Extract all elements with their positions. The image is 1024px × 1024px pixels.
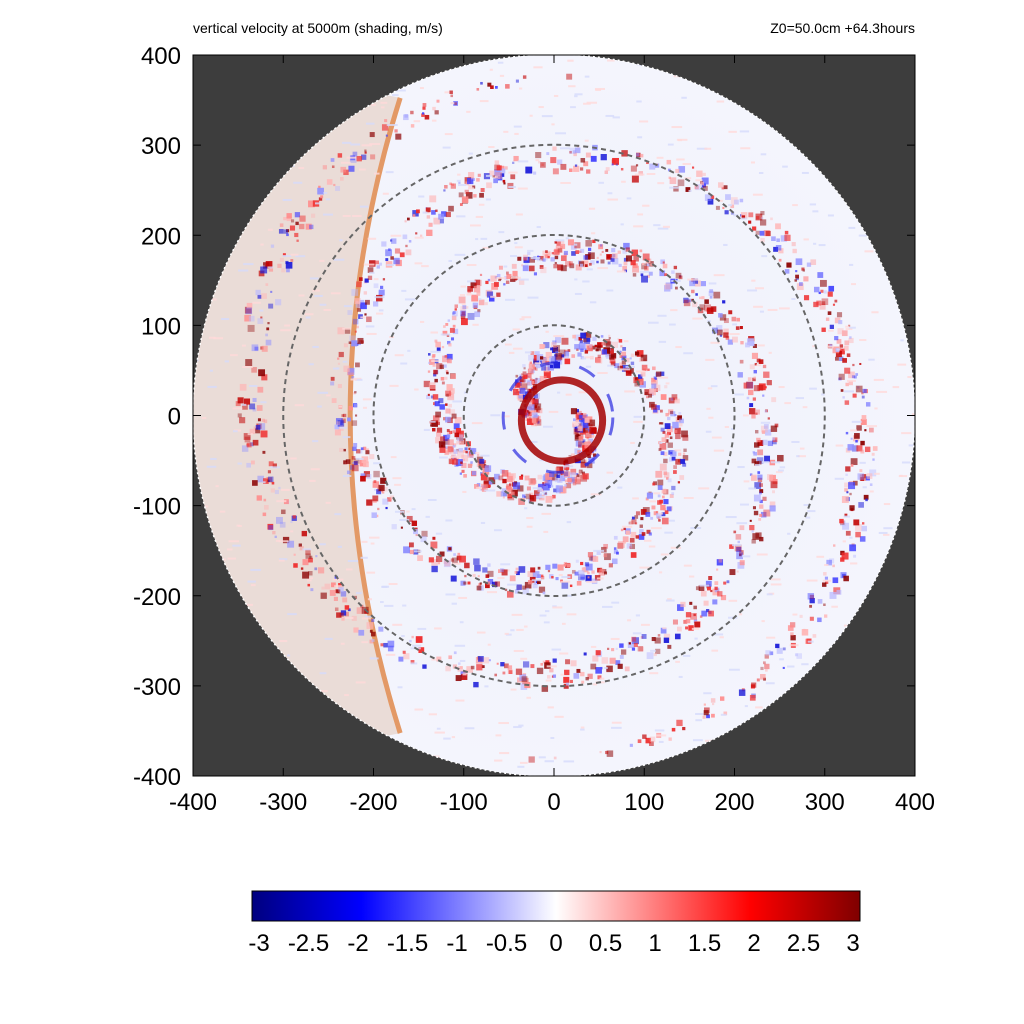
y-tick-label: 200: [141, 223, 181, 250]
chart-title: vertical velocity at 5000m (shading, m/s…: [193, 20, 443, 36]
colorbar-tick-label: 2.5: [787, 930, 820, 957]
chart-subtitle: Z0=50.0cm +64.3hours: [770, 20, 915, 36]
y-tick-label: 300: [141, 133, 181, 160]
colorbar-tick-label: 0.5: [589, 930, 622, 957]
y-tick-label: -100: [133, 494, 181, 521]
colorbar-tick-label: 3: [846, 930, 859, 957]
colorbar-tick-label: -1.5: [387, 930, 428, 957]
x-tick-label: 0: [547, 789, 560, 816]
colorbar-tick-label: 0: [549, 930, 562, 957]
y-axis-labels: -400 -300 -200 -100 0 100 200 300 400: [133, 43, 181, 791]
x-axis-labels: -400 -300 -200 -100 0 100 200 300 400: [169, 789, 935, 816]
axis-ticks: [192, 54, 916, 777]
reference-circle: [372, 234, 736, 597]
x-tick-label: 300: [805, 789, 845, 816]
x-tick-label: 400: [895, 789, 935, 816]
boundary-band: [347, 97, 403, 734]
y-tick-label: 400: [141, 43, 181, 70]
colorbar: [251, 890, 861, 922]
y-tick-label: 0: [168, 404, 181, 431]
eyewall-ring: [517, 376, 607, 465]
colorbar-tick-label: -2.5: [288, 930, 329, 957]
inner-blue-band: [501, 361, 615, 474]
x-tick-label: 100: [624, 789, 664, 816]
x-tick-label: -400: [169, 789, 217, 816]
domain-disc: [193, 54, 915, 777]
y-tick-label: 100: [141, 313, 181, 340]
y-tick-label: -200: [133, 584, 181, 611]
x-tick-label: -300: [259, 789, 307, 816]
colorbar-tick-label: 2: [747, 930, 760, 957]
colorbar-tick-label: -0.5: [486, 930, 527, 957]
reference-circle: [462, 324, 646, 507]
y-tick-label: -300: [133, 674, 181, 701]
x-tick-label: -200: [349, 789, 397, 816]
colorbar-tick-label: 1: [648, 930, 661, 957]
y-tick-label: -400: [133, 764, 181, 791]
colorbar-labels: -3 -2.5 -2 -1.5 -1 -0.5 0 0.5 1 1.5 2 2.5 3: [248, 930, 859, 957]
reference-circle: [282, 143, 826, 688]
colorbar-tick-label: 1.5: [688, 930, 721, 957]
x-tick-label: -100: [440, 789, 488, 816]
colorbar-tick-label: -3: [248, 930, 269, 957]
colorbar-tick-label: -2: [347, 930, 368, 957]
x-tick-label: 200: [714, 789, 754, 816]
colorbar-tick-label: -1: [446, 930, 467, 957]
